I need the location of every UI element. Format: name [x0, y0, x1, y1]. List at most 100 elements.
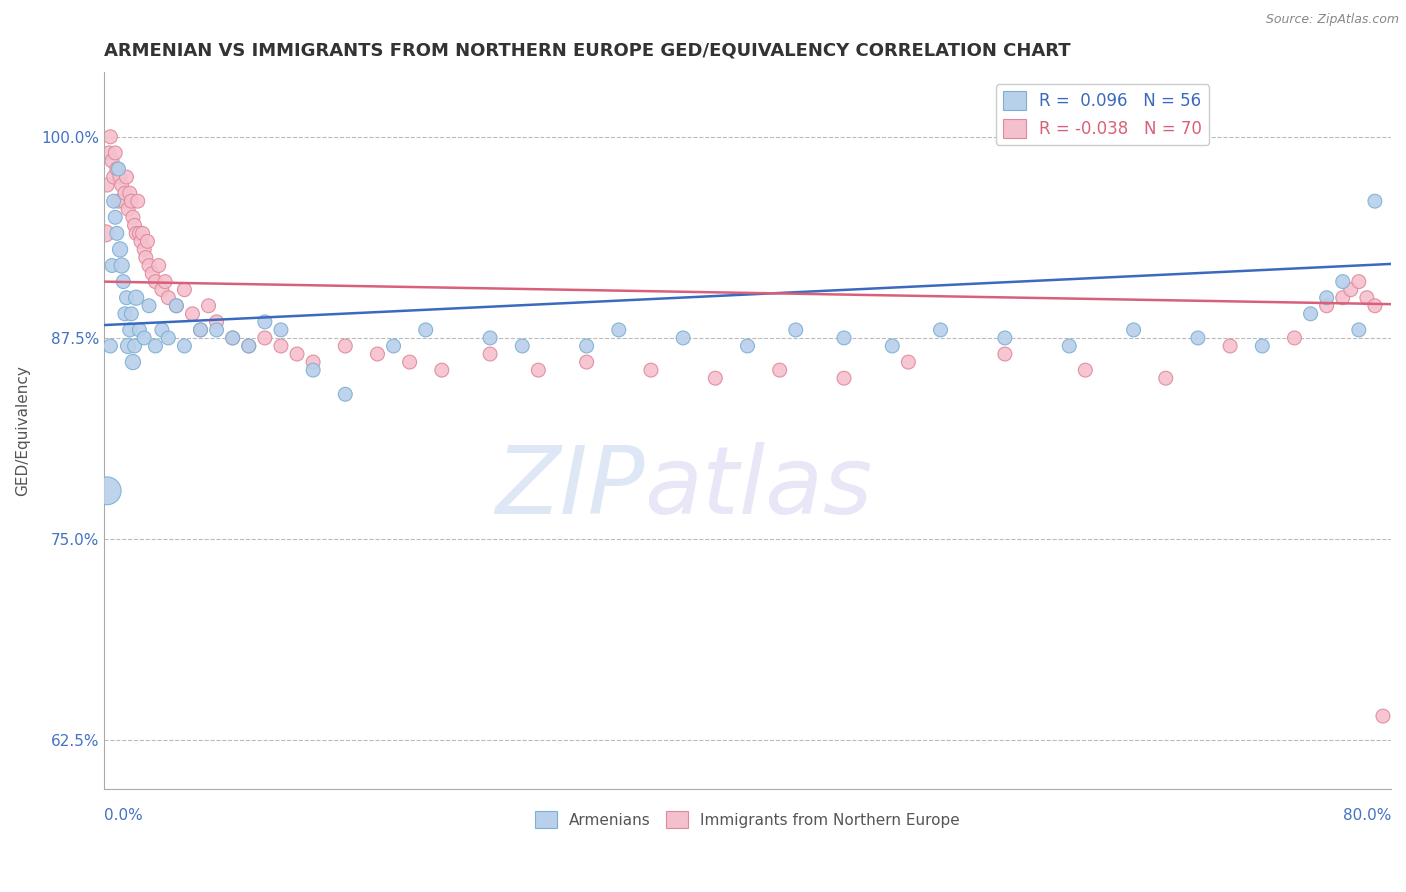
Point	[1122, 323, 1144, 337]
Point	[1331, 291, 1354, 305]
Point	[96, 178, 118, 192]
Point	[104, 145, 127, 160]
Point	[1347, 323, 1369, 337]
Point	[134, 243, 156, 257]
Legend: Armenians, Immigrants from Northern Europe: Armenians, Immigrants from Northern Euro…	[530, 805, 966, 835]
Point	[302, 363, 325, 377]
Text: 0.0%: 0.0%	[104, 808, 143, 822]
Point	[882, 339, 904, 353]
Point	[253, 315, 276, 329]
Text: atlas: atlas	[644, 442, 873, 533]
Point	[117, 339, 139, 353]
Point	[138, 299, 160, 313]
Point	[96, 483, 118, 498]
Point	[122, 211, 145, 225]
Point	[124, 339, 146, 353]
Point	[994, 331, 1017, 345]
Point	[127, 194, 149, 209]
Point	[120, 194, 142, 209]
Point	[1284, 331, 1306, 345]
Point	[832, 331, 855, 345]
Point	[101, 259, 124, 273]
Point	[104, 211, 127, 225]
Point	[1355, 291, 1378, 305]
Point	[897, 355, 920, 369]
Text: ARMENIAN VS IMMIGRANTS FROM NORTHERN EUROPE GED/EQUIVALENCY CORRELATION CHART: ARMENIAN VS IMMIGRANTS FROM NORTHERN EUR…	[104, 42, 1070, 60]
Point	[1187, 331, 1209, 345]
Point	[181, 307, 204, 321]
Point	[112, 194, 135, 209]
Point	[1364, 194, 1386, 209]
Point	[640, 363, 662, 377]
Point	[382, 339, 405, 353]
Point	[145, 275, 167, 289]
Point	[785, 323, 807, 337]
Point	[131, 227, 153, 241]
Point	[575, 339, 598, 353]
Point	[138, 259, 160, 273]
Point	[94, 227, 117, 241]
Point	[97, 145, 120, 160]
Point	[100, 339, 122, 353]
Point	[430, 363, 453, 377]
Point	[108, 243, 131, 257]
Point	[108, 169, 131, 184]
Point	[205, 323, 228, 337]
Point	[173, 283, 195, 297]
Point	[1316, 299, 1339, 313]
Point	[145, 339, 167, 353]
Point	[1372, 709, 1395, 723]
Point	[335, 387, 357, 401]
Point	[1219, 339, 1241, 353]
Point	[221, 331, 243, 345]
Point	[111, 259, 134, 273]
Point	[769, 363, 792, 377]
Point	[205, 315, 228, 329]
Point	[128, 227, 150, 241]
Point	[415, 323, 437, 337]
Point	[479, 347, 502, 361]
Point	[672, 331, 695, 345]
Point	[527, 363, 550, 377]
Point	[112, 275, 135, 289]
Point	[238, 339, 260, 353]
Point	[118, 323, 141, 337]
Point	[575, 355, 598, 369]
Point	[1331, 275, 1354, 289]
Point	[190, 323, 212, 337]
Point	[510, 339, 533, 353]
Point	[253, 331, 276, 345]
Point	[1340, 283, 1362, 297]
Point	[107, 161, 129, 176]
Point	[165, 299, 187, 313]
Point	[103, 169, 125, 184]
Point	[115, 169, 138, 184]
Point	[398, 355, 420, 369]
Point	[173, 339, 195, 353]
Point	[122, 355, 145, 369]
Point	[366, 347, 388, 361]
Point	[115, 291, 138, 305]
Point	[929, 323, 952, 337]
Point	[1316, 291, 1339, 305]
Point	[125, 291, 148, 305]
Point	[153, 275, 176, 289]
Point	[107, 194, 129, 209]
Point	[335, 339, 357, 353]
Point	[190, 323, 212, 337]
Point	[1299, 307, 1322, 321]
Point	[135, 251, 157, 265]
Point	[737, 339, 759, 353]
Point	[1251, 339, 1274, 353]
Point	[832, 371, 855, 385]
Point	[128, 323, 150, 337]
Point	[136, 235, 159, 249]
Point	[1057, 339, 1080, 353]
Point	[120, 307, 142, 321]
Point	[114, 186, 136, 200]
Point	[479, 331, 502, 345]
Point	[1074, 363, 1097, 377]
Y-axis label: GED/Equivalency: GED/Equivalency	[15, 365, 30, 496]
Point	[100, 129, 122, 144]
Text: Source: ZipAtlas.com: Source: ZipAtlas.com	[1265, 13, 1399, 27]
